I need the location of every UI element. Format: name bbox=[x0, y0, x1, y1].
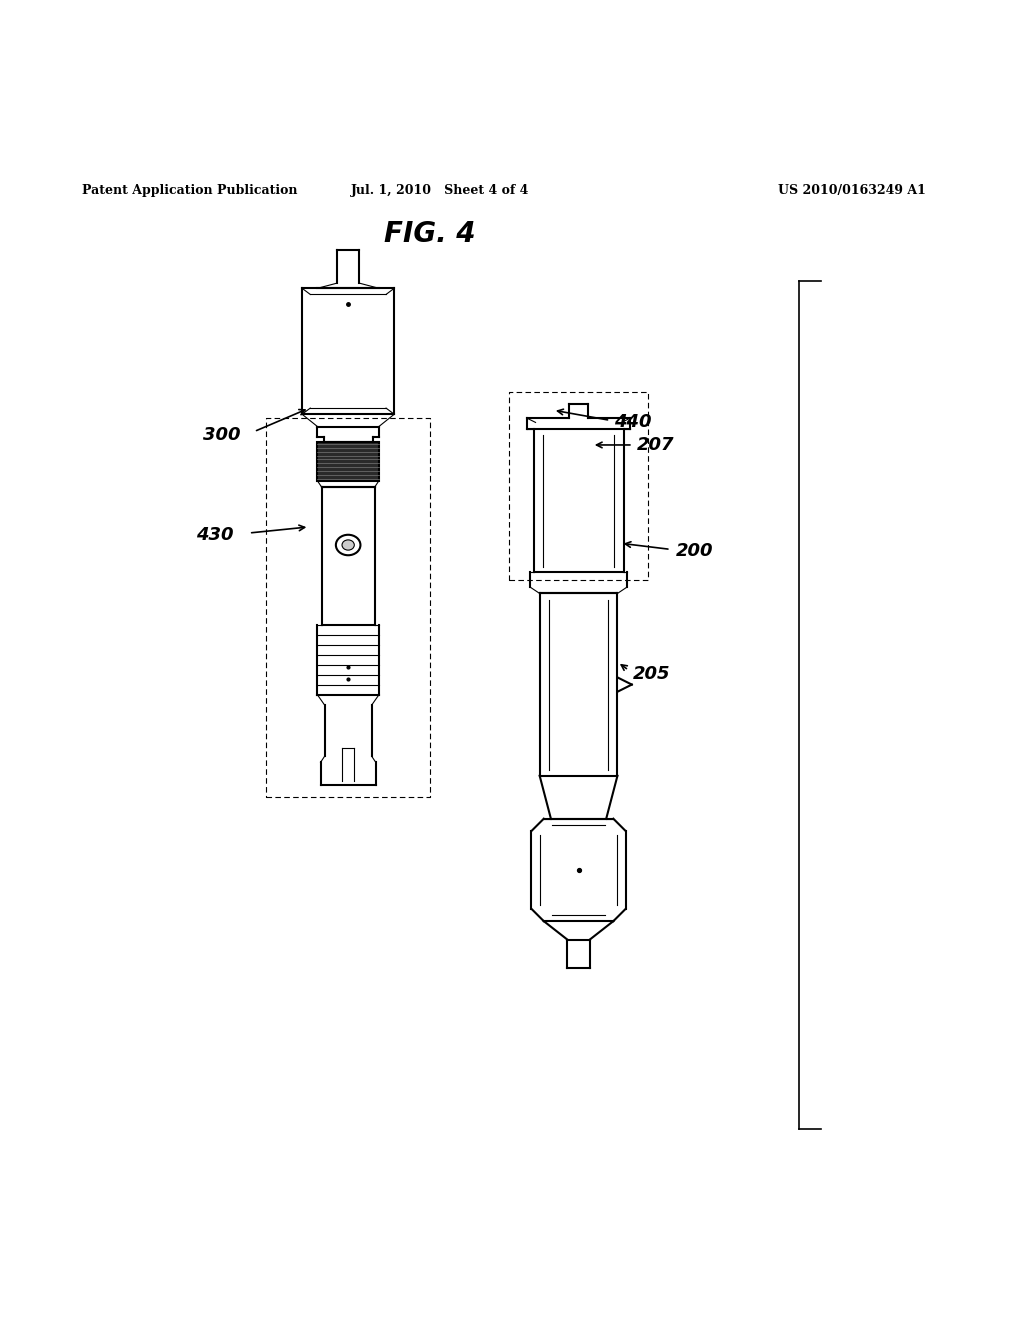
Text: FIG. 4: FIG. 4 bbox=[384, 219, 476, 248]
Text: 200: 200 bbox=[676, 543, 714, 561]
Ellipse shape bbox=[342, 540, 354, 550]
Text: 205: 205 bbox=[633, 665, 671, 684]
Text: US 2010/0163249 A1: US 2010/0163249 A1 bbox=[778, 183, 926, 197]
Bar bbox=[317, 442, 379, 480]
Text: 300: 300 bbox=[203, 426, 241, 444]
Text: 440: 440 bbox=[614, 413, 652, 432]
Text: Jul. 1, 2010   Sheet 4 of 4: Jul. 1, 2010 Sheet 4 of 4 bbox=[351, 183, 529, 197]
Text: 430: 430 bbox=[196, 527, 233, 544]
Text: 207: 207 bbox=[637, 436, 675, 454]
Text: Patent Application Publication: Patent Application Publication bbox=[82, 183, 297, 197]
